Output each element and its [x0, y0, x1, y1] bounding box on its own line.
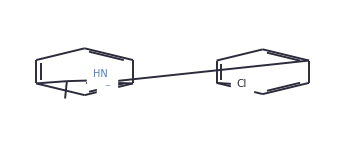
Text: O: O [103, 78, 111, 88]
Text: Cl: Cl [237, 79, 247, 89]
Text: HN: HN [93, 69, 107, 79]
